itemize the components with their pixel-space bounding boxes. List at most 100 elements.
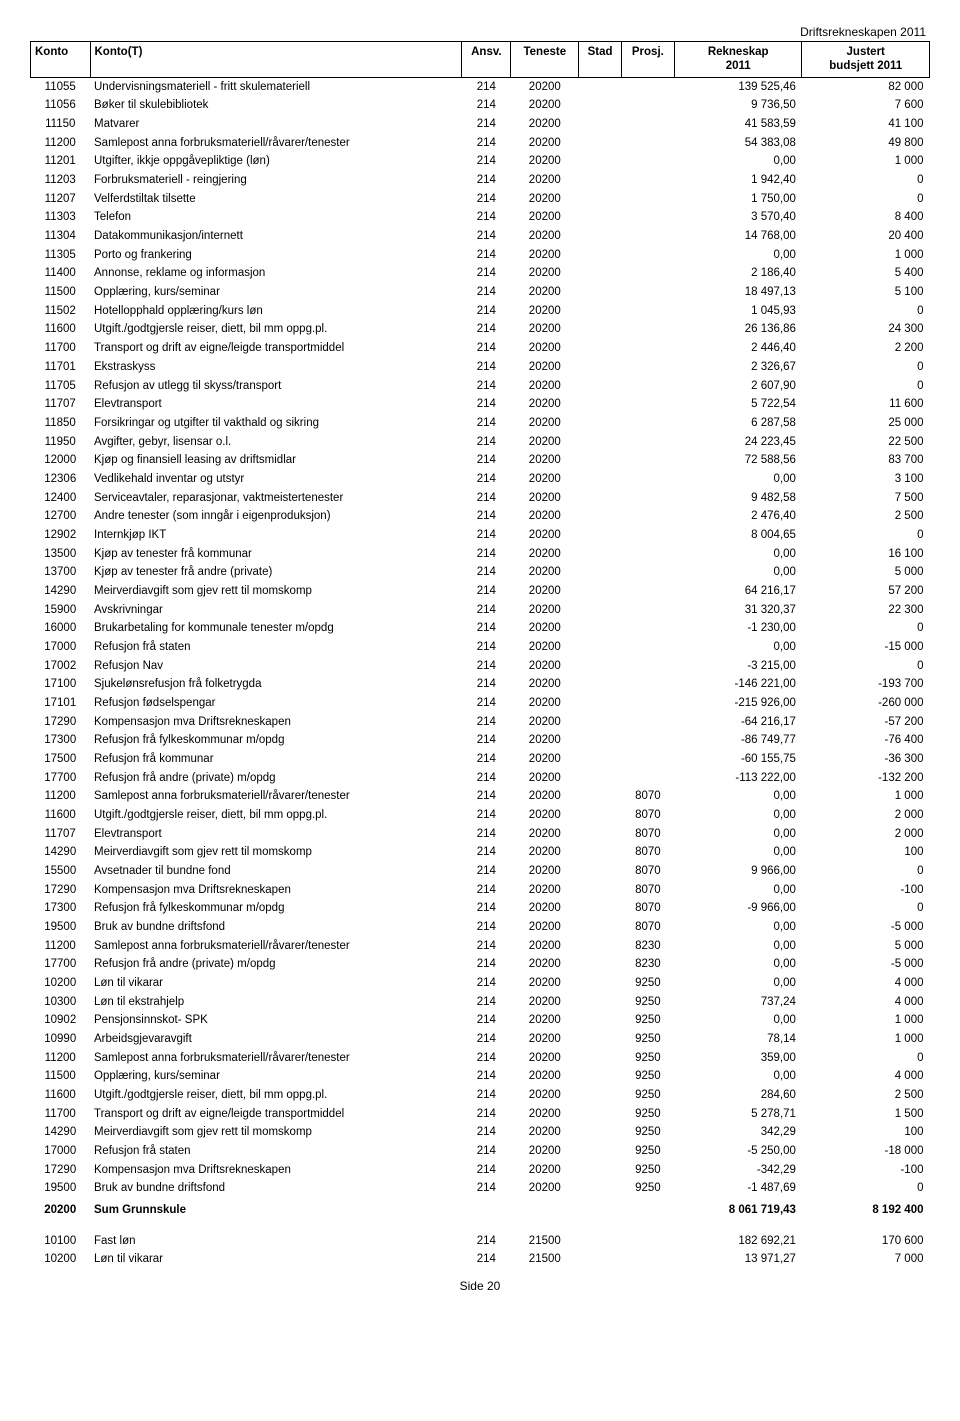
cell-just: -76 400 bbox=[802, 731, 930, 750]
cell-stad bbox=[579, 825, 622, 844]
cell-text: Telefon bbox=[90, 208, 462, 227]
cell-rekn: 1 942,40 bbox=[674, 171, 802, 190]
cell-prosj bbox=[621, 638, 674, 657]
cell-konto: 17300 bbox=[31, 731, 91, 750]
cell-prosj bbox=[621, 1250, 674, 1269]
cell-ansv: 214 bbox=[462, 283, 511, 302]
cell-ansv: 214 bbox=[462, 1161, 511, 1180]
cell-text: Kjøp og finansiell leasing av driftsmidl… bbox=[90, 451, 462, 470]
cell-ansv: 214 bbox=[462, 731, 511, 750]
cell-just: 0 bbox=[802, 862, 930, 881]
cell-rekn: 31 320,37 bbox=[674, 601, 802, 620]
cell-konto: 10902 bbox=[31, 1011, 91, 1030]
cell-konto: 11304 bbox=[31, 227, 91, 246]
table-row: 17000Refusjon frå staten214202000,00-15 … bbox=[31, 638, 930, 657]
cell-ansv: 214 bbox=[462, 1067, 511, 1086]
cell-prosj: 9250 bbox=[621, 1179, 674, 1198]
cell-rekn: 14 768,00 bbox=[674, 227, 802, 246]
cell-rekn: 1 045,93 bbox=[674, 302, 802, 321]
table-row: 11200Samlepost anna forbruksmateriell/rå… bbox=[31, 1049, 930, 1068]
table-row: 11200Samlepost anna forbruksmateriell/rå… bbox=[31, 937, 930, 956]
cell-just: 0 bbox=[802, 302, 930, 321]
table-row: 12400Serviceavtaler, reparasjonar, vaktm… bbox=[31, 489, 930, 508]
cell-rekn: 24 223,45 bbox=[674, 433, 802, 452]
cell-ansv: 214 bbox=[462, 1049, 511, 1068]
cell-ansv: 214 bbox=[462, 993, 511, 1012]
cell-teneste: 20200 bbox=[511, 582, 579, 601]
cell-just: 5 400 bbox=[802, 264, 930, 283]
cell-stad bbox=[579, 694, 622, 713]
cell-stad bbox=[579, 619, 622, 638]
cell-ansv: 214 bbox=[462, 227, 511, 246]
cell-just: 3 100 bbox=[802, 470, 930, 489]
cell-stad bbox=[579, 152, 622, 171]
cell-konto: 11705 bbox=[31, 377, 91, 396]
cell-rekn: 3 570,40 bbox=[674, 208, 802, 227]
cell-ansv: 214 bbox=[462, 320, 511, 339]
cell-rekn: -146 221,00 bbox=[674, 675, 802, 694]
table-row: 11700Transport og drift av eigne/leigde … bbox=[31, 1105, 930, 1124]
cell-teneste: 20200 bbox=[511, 806, 579, 825]
cell-konto: 11056 bbox=[31, 96, 91, 115]
cell-stad bbox=[579, 713, 622, 732]
cell-teneste: 20200 bbox=[511, 358, 579, 377]
cell-rekn: 0,00 bbox=[674, 881, 802, 900]
cell-just: 11 600 bbox=[802, 395, 930, 414]
sum-cell-prosj bbox=[621, 1198, 674, 1220]
table-row: 11500Opplæring, kurs/seminar214202009250… bbox=[31, 1067, 930, 1086]
table-row: 11200Samlepost anna forbruksmateriell/rå… bbox=[31, 787, 930, 806]
cell-stad bbox=[579, 283, 622, 302]
cell-teneste: 20200 bbox=[511, 134, 579, 153]
cell-teneste: 20200 bbox=[511, 190, 579, 209]
cell-prosj bbox=[621, 171, 674, 190]
cell-prosj bbox=[621, 339, 674, 358]
cell-teneste: 20200 bbox=[511, 1161, 579, 1180]
cell-konto: 19500 bbox=[31, 918, 91, 937]
cell-text: Vedlikehald inventar og utstyr bbox=[90, 470, 462, 489]
cell-prosj bbox=[621, 713, 674, 732]
cell-prosj: 8070 bbox=[621, 787, 674, 806]
page-footer: Side 20 bbox=[30, 1279, 930, 1293]
cell-stad bbox=[579, 601, 622, 620]
cell-rekn: 26 136,86 bbox=[674, 320, 802, 339]
cell-konto: 10100 bbox=[31, 1232, 91, 1251]
cell-stad bbox=[579, 955, 622, 974]
cell-ansv: 214 bbox=[462, 563, 511, 582]
cell-ansv: 214 bbox=[462, 526, 511, 545]
cell-ansv: 214 bbox=[462, 825, 511, 844]
cell-rekn: 0,00 bbox=[674, 152, 802, 171]
cell-teneste: 20200 bbox=[511, 657, 579, 676]
table-row: 17300Refusjon frå fylkeskommunar m/opdg2… bbox=[31, 731, 930, 750]
cell-ansv: 214 bbox=[462, 806, 511, 825]
cell-konto: 11500 bbox=[31, 283, 91, 302]
cell-prosj bbox=[621, 582, 674, 601]
cell-just: 2 500 bbox=[802, 1086, 930, 1105]
table-row: 13500Kjøp av tenester frå kommunar214202… bbox=[31, 545, 930, 564]
cell-just: 2 000 bbox=[802, 825, 930, 844]
cell-just: 0 bbox=[802, 1049, 930, 1068]
cell-text: Refusjon frå fylkeskommunar m/opdg bbox=[90, 731, 462, 750]
cell-prosj: 9250 bbox=[621, 1049, 674, 1068]
cell-rekn: 0,00 bbox=[674, 955, 802, 974]
cell-stad bbox=[579, 1250, 622, 1269]
cell-just: 1 000 bbox=[802, 1030, 930, 1049]
cell-prosj: 8070 bbox=[621, 881, 674, 900]
cell-konto: 17000 bbox=[31, 1142, 91, 1161]
cell-konto: 11700 bbox=[31, 1105, 91, 1124]
sum-cell-konto: 20200 bbox=[31, 1198, 91, 1220]
cell-konto: 17290 bbox=[31, 881, 91, 900]
cell-just: 170 600 bbox=[802, 1232, 930, 1251]
cell-prosj: 9250 bbox=[621, 1067, 674, 1086]
cell-rekn: 0,00 bbox=[674, 1011, 802, 1030]
cell-text: Internkjøp IKT bbox=[90, 526, 462, 545]
table-row: 11305Porto og frankering214202000,001 00… bbox=[31, 246, 930, 265]
cell-konto: 11200 bbox=[31, 1049, 91, 1068]
cell-stad bbox=[579, 806, 622, 825]
cell-konto: 11200 bbox=[31, 787, 91, 806]
cell-teneste: 20200 bbox=[511, 339, 579, 358]
cell-prosj bbox=[621, 675, 674, 694]
cell-teneste: 20200 bbox=[511, 825, 579, 844]
cell-text: Refusjon frå staten bbox=[90, 1142, 462, 1161]
cell-stad bbox=[579, 526, 622, 545]
cell-text: Porto og frankering bbox=[90, 246, 462, 265]
